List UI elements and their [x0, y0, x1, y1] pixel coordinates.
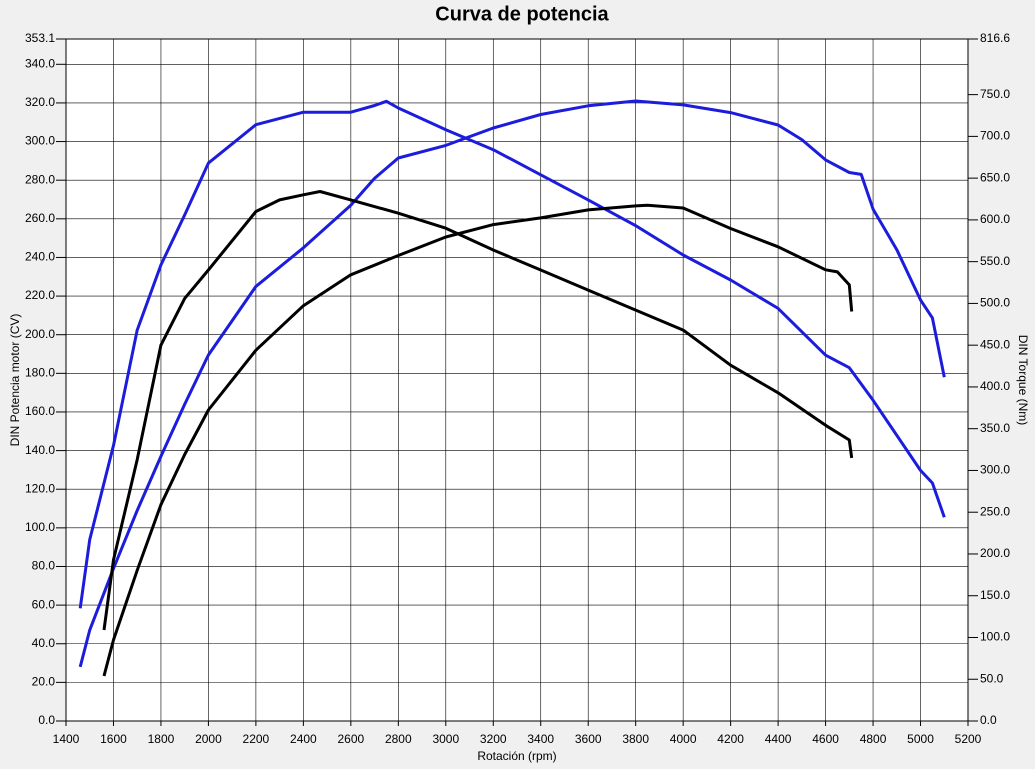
- chart-title: Curva de potencia: [435, 3, 609, 25]
- y2-tick-label: 700.0: [980, 129, 1010, 143]
- x-axis-title: Rotación (rpm): [477, 749, 556, 763]
- y-tick-label: 340.0: [25, 56, 55, 70]
- series-line: [102, 190, 854, 631]
- series-line: [78, 99, 946, 609]
- x-tick-label: 3000: [432, 732, 459, 746]
- y2-tick-label: 400.0: [980, 379, 1010, 393]
- y-tick-label: 320.0: [25, 95, 55, 109]
- y2-tick-label: 250.0: [980, 504, 1010, 518]
- series-line: [78, 99, 946, 668]
- x-tick-label: 2000: [195, 732, 222, 746]
- y-tick-label: 140.0: [25, 443, 55, 457]
- x-tick-label: 1400: [53, 732, 80, 746]
- y-tick-label: 0.0: [38, 713, 55, 727]
- y-tick-label: 80.0: [32, 559, 56, 573]
- x-tick-label: 4400: [765, 732, 792, 746]
- y-tick-label: 280.0: [25, 172, 55, 186]
- y-tick-label: 60.0: [32, 597, 56, 611]
- y-tick-label: 300.0: [25, 134, 55, 148]
- y-tick-label: 260.0: [25, 211, 55, 225]
- y-tick-label: 100.0: [25, 520, 55, 534]
- x-tick-label: 3400: [527, 732, 554, 746]
- x-tick-label: 2400: [290, 732, 317, 746]
- y2-tick-label: 200.0: [980, 546, 1010, 560]
- y2-axis-title: DIN Torque (Nm): [1016, 335, 1030, 425]
- x-tick-label: 3800: [622, 732, 649, 746]
- y-tick-label: 40.0: [32, 636, 56, 650]
- x-tick-label: 5200: [955, 732, 982, 746]
- y2-tick-label: 550.0: [980, 254, 1010, 268]
- y2-tick-label: 150.0: [980, 588, 1010, 602]
- x-tick-label: 2800: [385, 732, 412, 746]
- x-tick-label: 4000: [670, 732, 697, 746]
- y2-tick-label: 650.0: [980, 170, 1010, 184]
- y2-tick-label: 100.0: [980, 630, 1010, 644]
- x-tick-label: 4200: [717, 732, 744, 746]
- y2-tick-label: 50.0: [980, 671, 1004, 685]
- x-tick-label: 2200: [243, 732, 270, 746]
- y2-tick-label: 300.0: [980, 463, 1010, 477]
- y-axis-title: DIN Potencia motor (CV): [8, 314, 22, 447]
- y-tick-label: 160.0: [25, 404, 55, 418]
- y2-tick-label: 600.0: [980, 212, 1010, 226]
- y2-tick-label: 500.0: [980, 296, 1010, 310]
- y-tick-label: 220.0: [25, 288, 55, 302]
- x-tick-label: 3600: [575, 732, 602, 746]
- y-tick-label: 20.0: [32, 675, 56, 689]
- y-tick-label: 120.0: [25, 481, 55, 495]
- x-tick-label: 4800: [860, 732, 887, 746]
- y-tick-label: 200.0: [25, 327, 55, 341]
- x-tick-label: 1800: [148, 732, 175, 746]
- y2-tick-label: 0.0: [980, 713, 997, 727]
- x-tick-label: 2600: [337, 732, 364, 746]
- y-tick-label: 240.0: [25, 250, 55, 264]
- y2-tick-label: 450.0: [980, 337, 1010, 351]
- y-tick-label: 353.1: [25, 31, 55, 45]
- x-tick-label: 5000: [907, 732, 934, 746]
- series-line: [102, 203, 854, 677]
- y-tick-label: 180.0: [25, 366, 55, 380]
- y2-tick-label: 350.0: [980, 421, 1010, 435]
- y2-tick-label: 816.6: [980, 31, 1010, 45]
- x-tick-label: 4600: [812, 732, 839, 746]
- x-tick-label: 3200: [480, 732, 507, 746]
- y2-tick-label: 750.0: [980, 87, 1010, 101]
- x-tick-label: 1600: [100, 732, 127, 746]
